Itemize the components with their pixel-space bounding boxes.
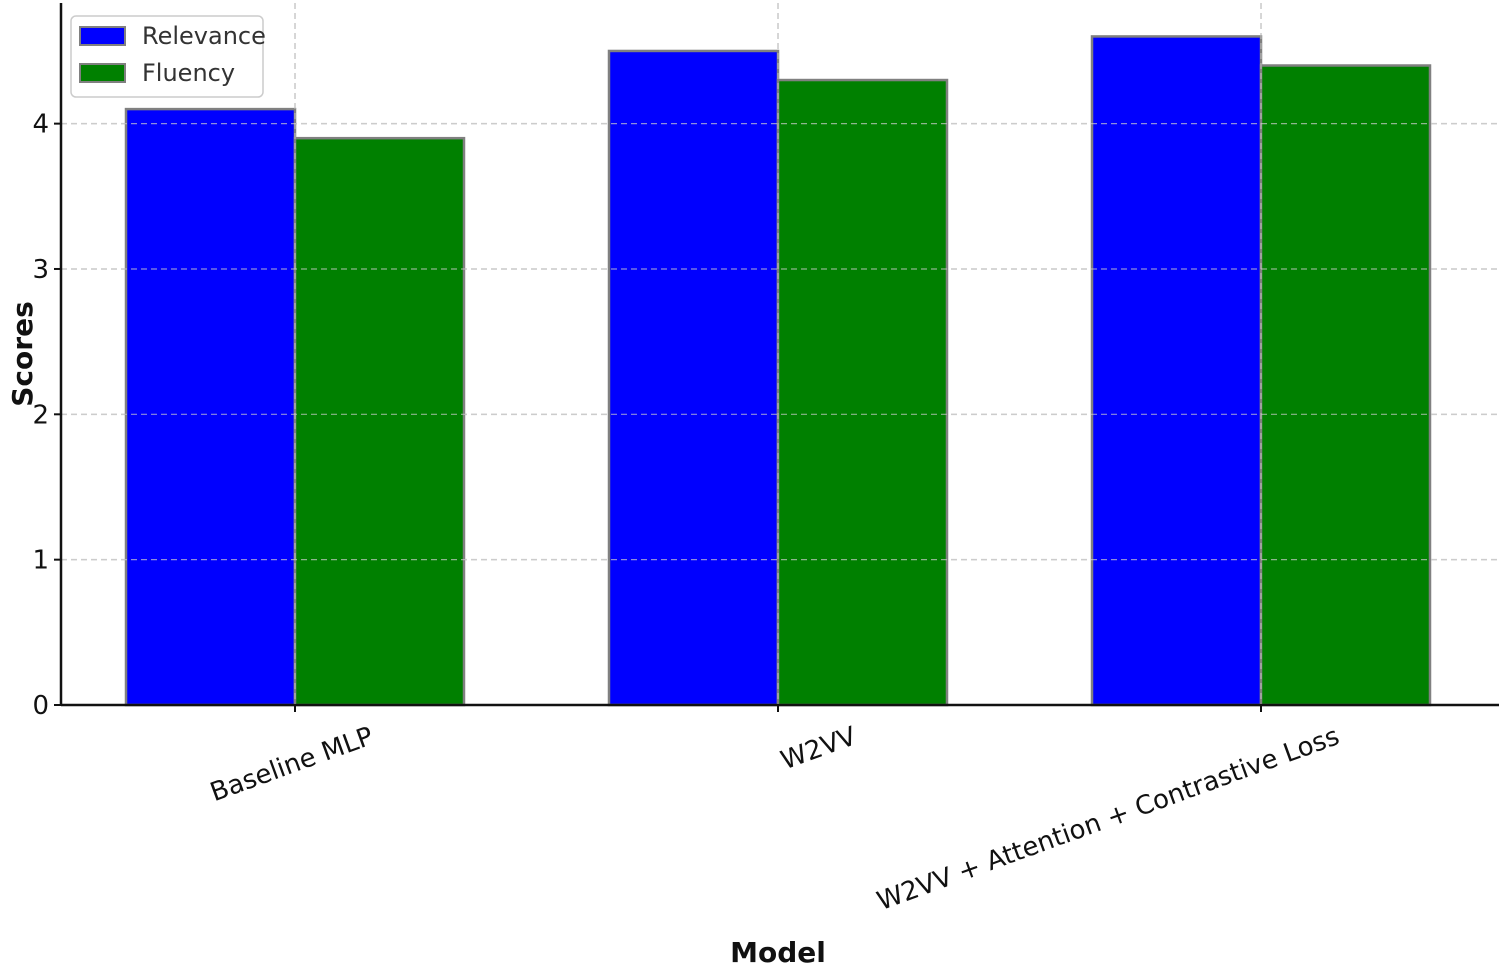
bars — [61, 3, 1499, 707]
bar-relevance — [1090, 35, 1263, 707]
bar-relevance — [124, 107, 297, 707]
legend-swatch-fluency — [79, 63, 126, 83]
y-tick-label: 2 — [32, 400, 49, 430]
y-tick-label: 1 — [32, 546, 49, 576]
bar-relevance — [607, 49, 780, 707]
y-axis-label: Scores — [6, 301, 39, 406]
y-ticks: 0 1 2 3 4 — [32, 110, 61, 721]
legend: Relevance Fluency — [70, 15, 266, 98]
legend-label-relevance: Relevance — [142, 22, 266, 50]
bar-fluency — [776, 78, 949, 707]
legend-label-fluency: Fluency — [142, 59, 235, 87]
x-tick-label: W2VV — [777, 721, 861, 776]
y-tick-label: 3 — [32, 255, 49, 285]
x-tick-label: Baseline MLP — [206, 721, 377, 808]
bar-fluency — [293, 136, 466, 707]
axes — [59, 3, 1499, 707]
x-tick-label: W2VV + Attention + Contrastive Loss — [873, 721, 1343, 917]
x-axis-label: Model — [730, 936, 826, 967]
legend-swatch-relevance — [79, 26, 126, 46]
y-tick-label: 4 — [32, 110, 49, 140]
bar-fluency — [1259, 64, 1432, 707]
y-tick-label: 0 — [32, 691, 49, 721]
x-ticks: Baseline MLP W2VV W2VV + Attention + Contr… — [206, 705, 1343, 917]
